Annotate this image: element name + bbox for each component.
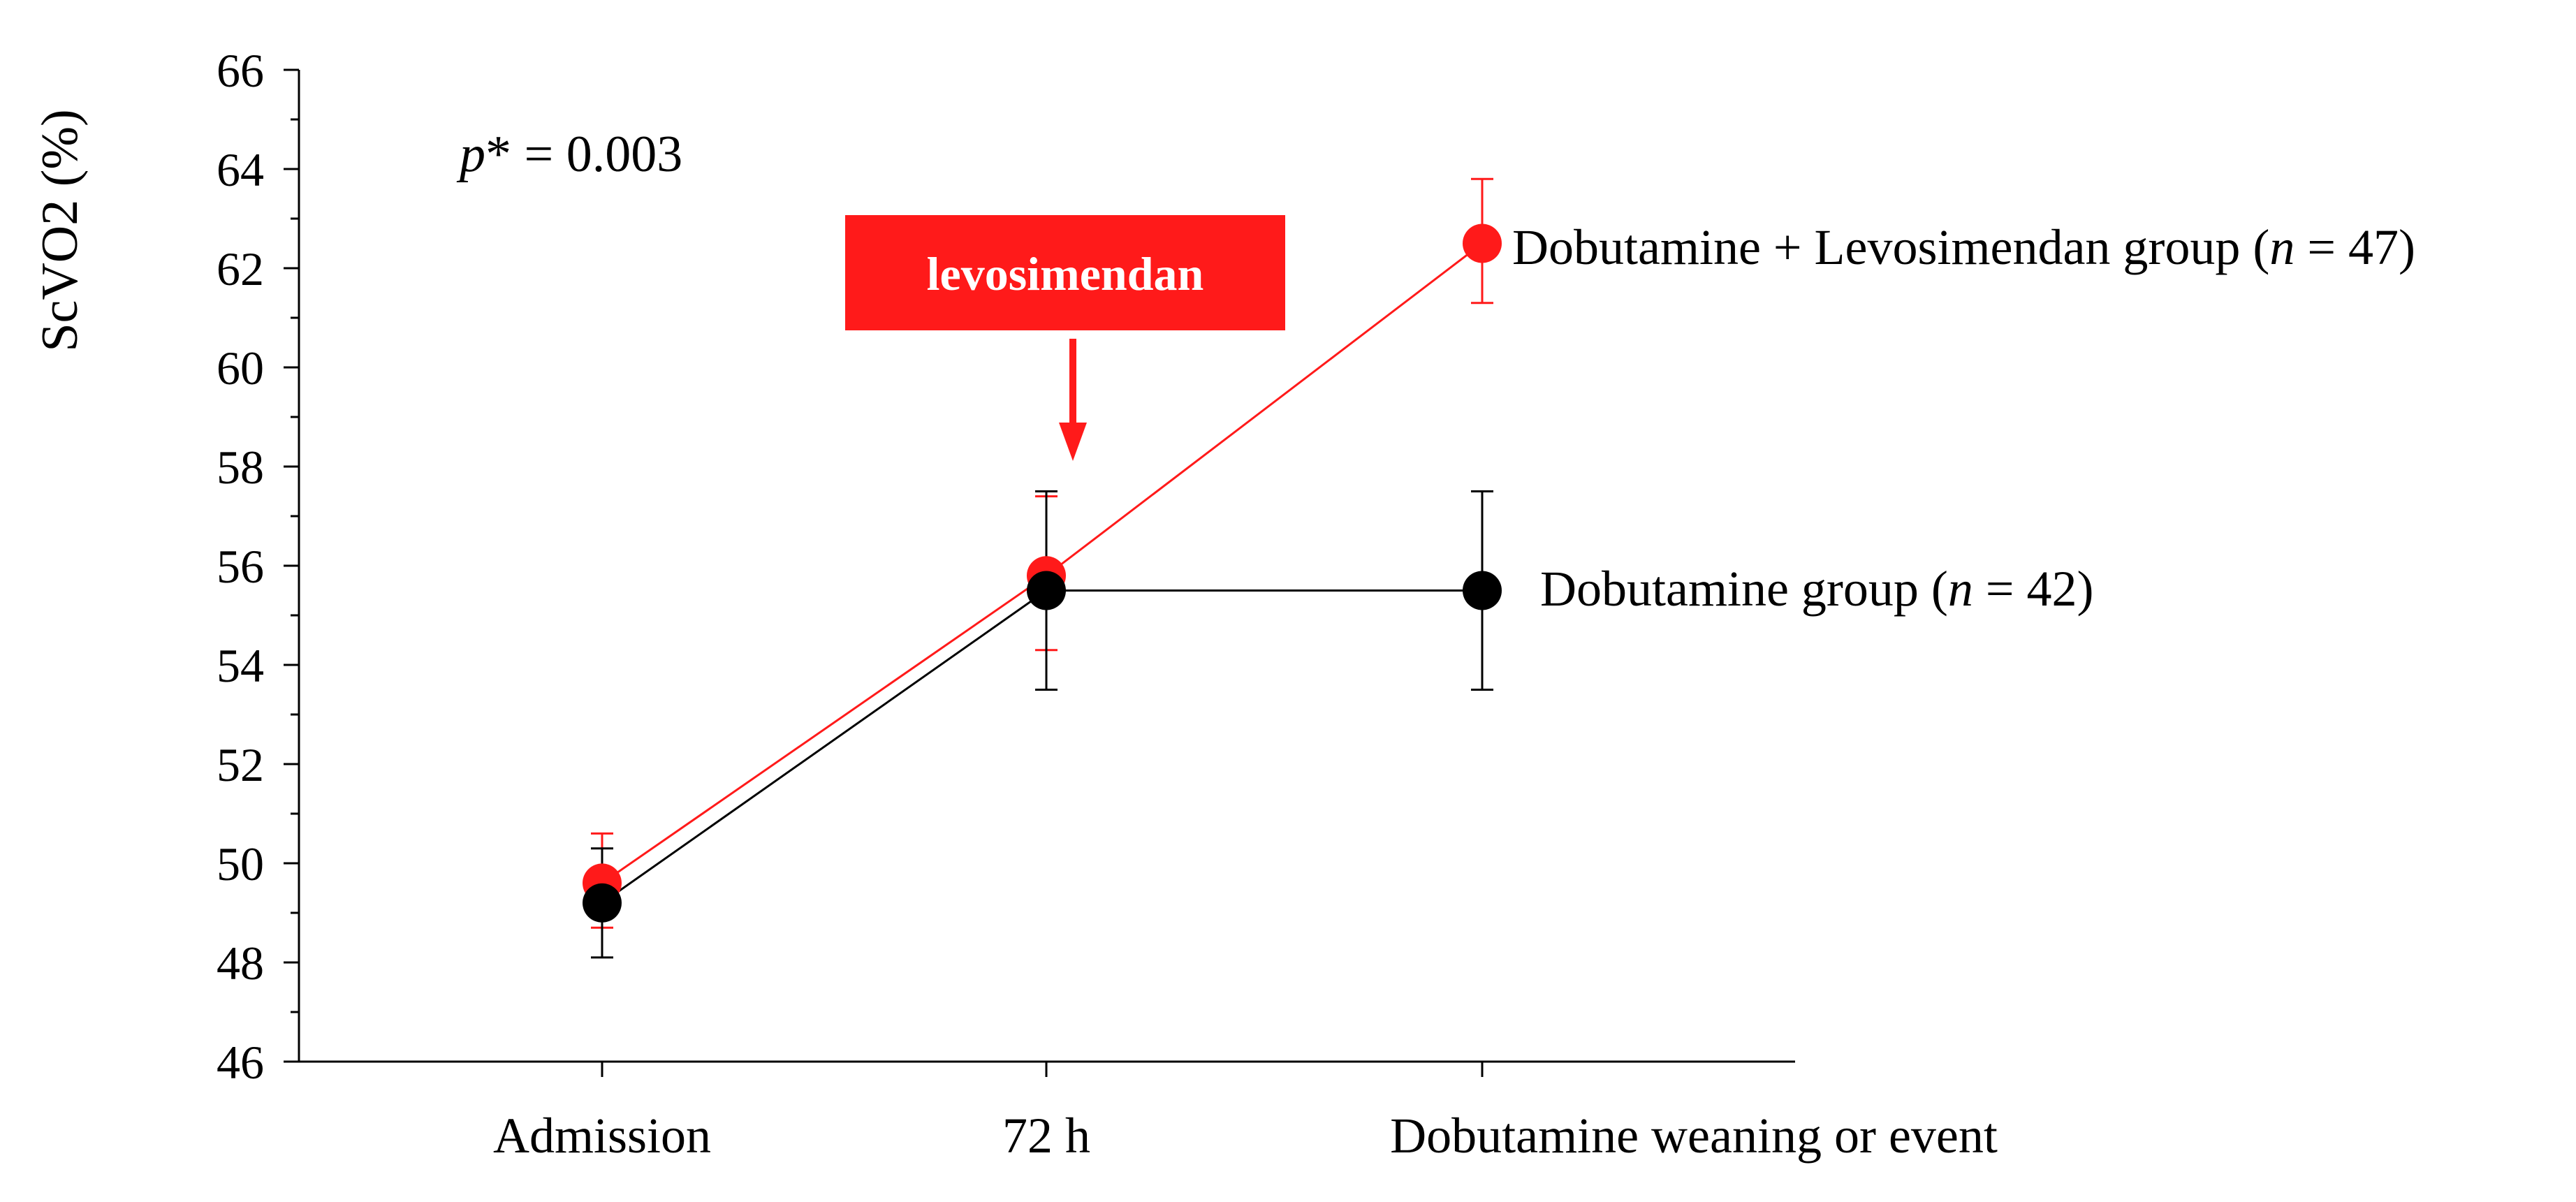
banner-box xyxy=(845,215,1285,330)
y-tick-label: 50 xyxy=(217,837,264,890)
series-label-dobutamine-count: = 42) xyxy=(1973,561,2094,617)
y-tick-label: 52 xyxy=(217,738,264,791)
p-value-text: * = 0.003 xyxy=(485,126,682,183)
levosimendan-banner: levosimendan xyxy=(845,215,1285,461)
x-tick-label: 72 h xyxy=(1002,1108,1090,1164)
x-tick-label: Admission xyxy=(493,1108,711,1164)
y-tick-label: 66 xyxy=(217,44,264,97)
y-axis-label: ScVO2 (%) xyxy=(31,109,89,351)
banner-label: levosimendan xyxy=(927,247,1204,300)
data-point-levosimendan xyxy=(1463,223,1502,263)
series-label-dobutamine-prefix: Dobutamine group ( xyxy=(1540,561,1948,617)
series-label-levosimendan: Dobutamine + Levosimendan group (n = 47) xyxy=(1512,219,2415,275)
y-tick-label: 64 xyxy=(217,143,264,196)
data-point-dobutamine xyxy=(1463,571,1502,610)
series-label-dobutamine-n: n xyxy=(1948,561,1973,617)
marks xyxy=(583,177,1502,959)
banner-arrow-head xyxy=(1059,423,1087,461)
p-value-annotation: p* = 0.003 xyxy=(456,126,682,183)
data-point-dobutamine xyxy=(1027,571,1066,610)
series-line-dobutamine xyxy=(601,589,1482,904)
y-tick-label: 56 xyxy=(217,540,264,593)
series-label-levosimendan-n: n xyxy=(2269,219,2295,275)
series-label-levosimendan-prefix: Dobutamine + Levosimendan group ( xyxy=(1512,219,2269,275)
y-tick-label: 58 xyxy=(217,441,264,494)
p-symbol: p xyxy=(456,126,485,183)
y-tick-label: 46 xyxy=(217,1036,264,1089)
y-tick-label: 62 xyxy=(217,242,264,295)
y-tick-label: 48 xyxy=(217,937,264,990)
y-tick-label: 54 xyxy=(217,639,264,692)
axes: 46 48 50 52 54 56 58 60 62 64 66 Admission 72 h Dobut… xyxy=(217,44,1998,1164)
series-label-dobutamine: Dobutamine group (n = 42) xyxy=(1540,561,2093,617)
y-tick-label: 60 xyxy=(217,342,264,395)
data-point-dobutamine xyxy=(583,883,622,923)
x-tick-label: Dobutamine weaning or event xyxy=(1390,1108,1998,1164)
series-label-levosimendan-count: = 47) xyxy=(2295,219,2415,275)
